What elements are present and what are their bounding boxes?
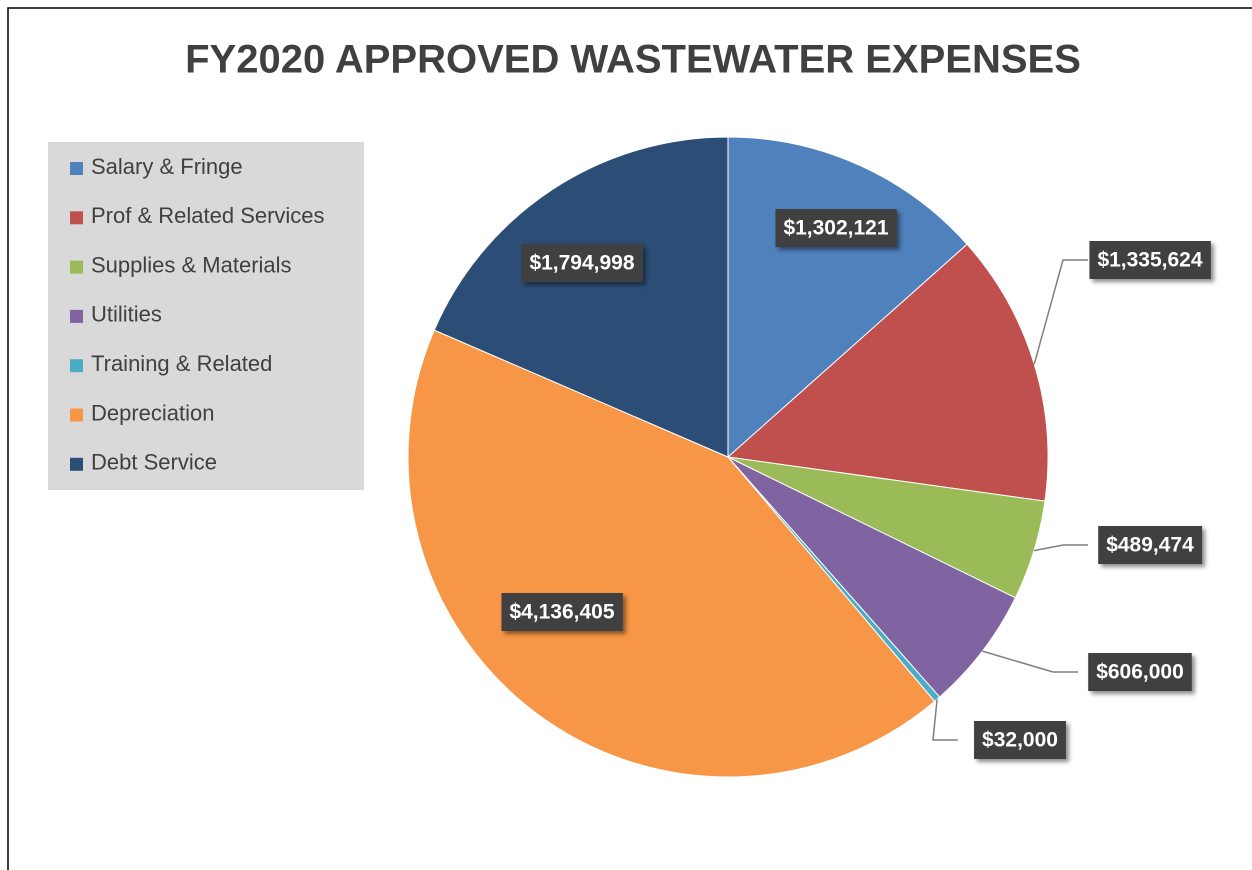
legend-swatch (70, 359, 83, 373)
data-label: $32,000 (974, 721, 1066, 759)
data-label: $1,302,121 (775, 209, 897, 247)
legend-swatch (70, 457, 83, 471)
data-label-box (775, 209, 897, 247)
legend-swatch (70, 211, 83, 225)
data-label: $4,136,405 (501, 593, 623, 631)
leader-line (982, 650, 1078, 673)
data-label-text: $489,474 (1106, 534, 1194, 557)
legend-label: Utilities (91, 302, 162, 327)
pie-slice (433, 136, 729, 458)
data-label-text: $1,335,624 (1097, 249, 1202, 272)
legend-label: Prof & Related Services (91, 203, 325, 228)
data-label-text: $4,136,405 (509, 601, 614, 624)
legend-swatch (70, 162, 83, 175)
chart-title: FY2020 APPROVED WASTEWATER EXPENSES (185, 38, 1081, 82)
legend-swatch (70, 309, 83, 323)
legend-box (48, 142, 364, 490)
data-label-box (1089, 241, 1211, 279)
data-label-box (974, 721, 1066, 759)
data-label-box (521, 244, 643, 282)
legend-swatch (70, 408, 83, 422)
data-label-text: $1,794,998 (529, 252, 634, 275)
legend-label: Debt Service (91, 450, 217, 475)
data-label: $606,000 (1088, 653, 1192, 691)
leader-line (1033, 544, 1088, 552)
legend-label: Training & Related (91, 351, 272, 376)
data-label: $1,794,998 (521, 244, 643, 282)
data-label: $489,474 (1098, 526, 1203, 564)
pie-slice (407, 329, 936, 778)
data-label-text: $1,302,121 (783, 217, 888, 240)
pie-slice (726, 243, 1049, 502)
leader-line (932, 699, 958, 741)
data-label-text: $32,000 (982, 729, 1058, 752)
data-label-box (1098, 526, 1203, 564)
legend-label: Depreciation (91, 400, 215, 425)
legend-swatch (70, 260, 83, 274)
data-label-box (501, 593, 623, 631)
data-label-text: $606,000 (1096, 661, 1184, 684)
data-label-box (1088, 653, 1192, 691)
data-label: $1,335,624 (1089, 241, 1211, 279)
leader-line (1033, 259, 1088, 365)
legend-label: Supplies & Materials (91, 252, 292, 277)
legend-label: Salary & Fringe (91, 154, 243, 179)
pie-slice (727, 456, 1017, 698)
